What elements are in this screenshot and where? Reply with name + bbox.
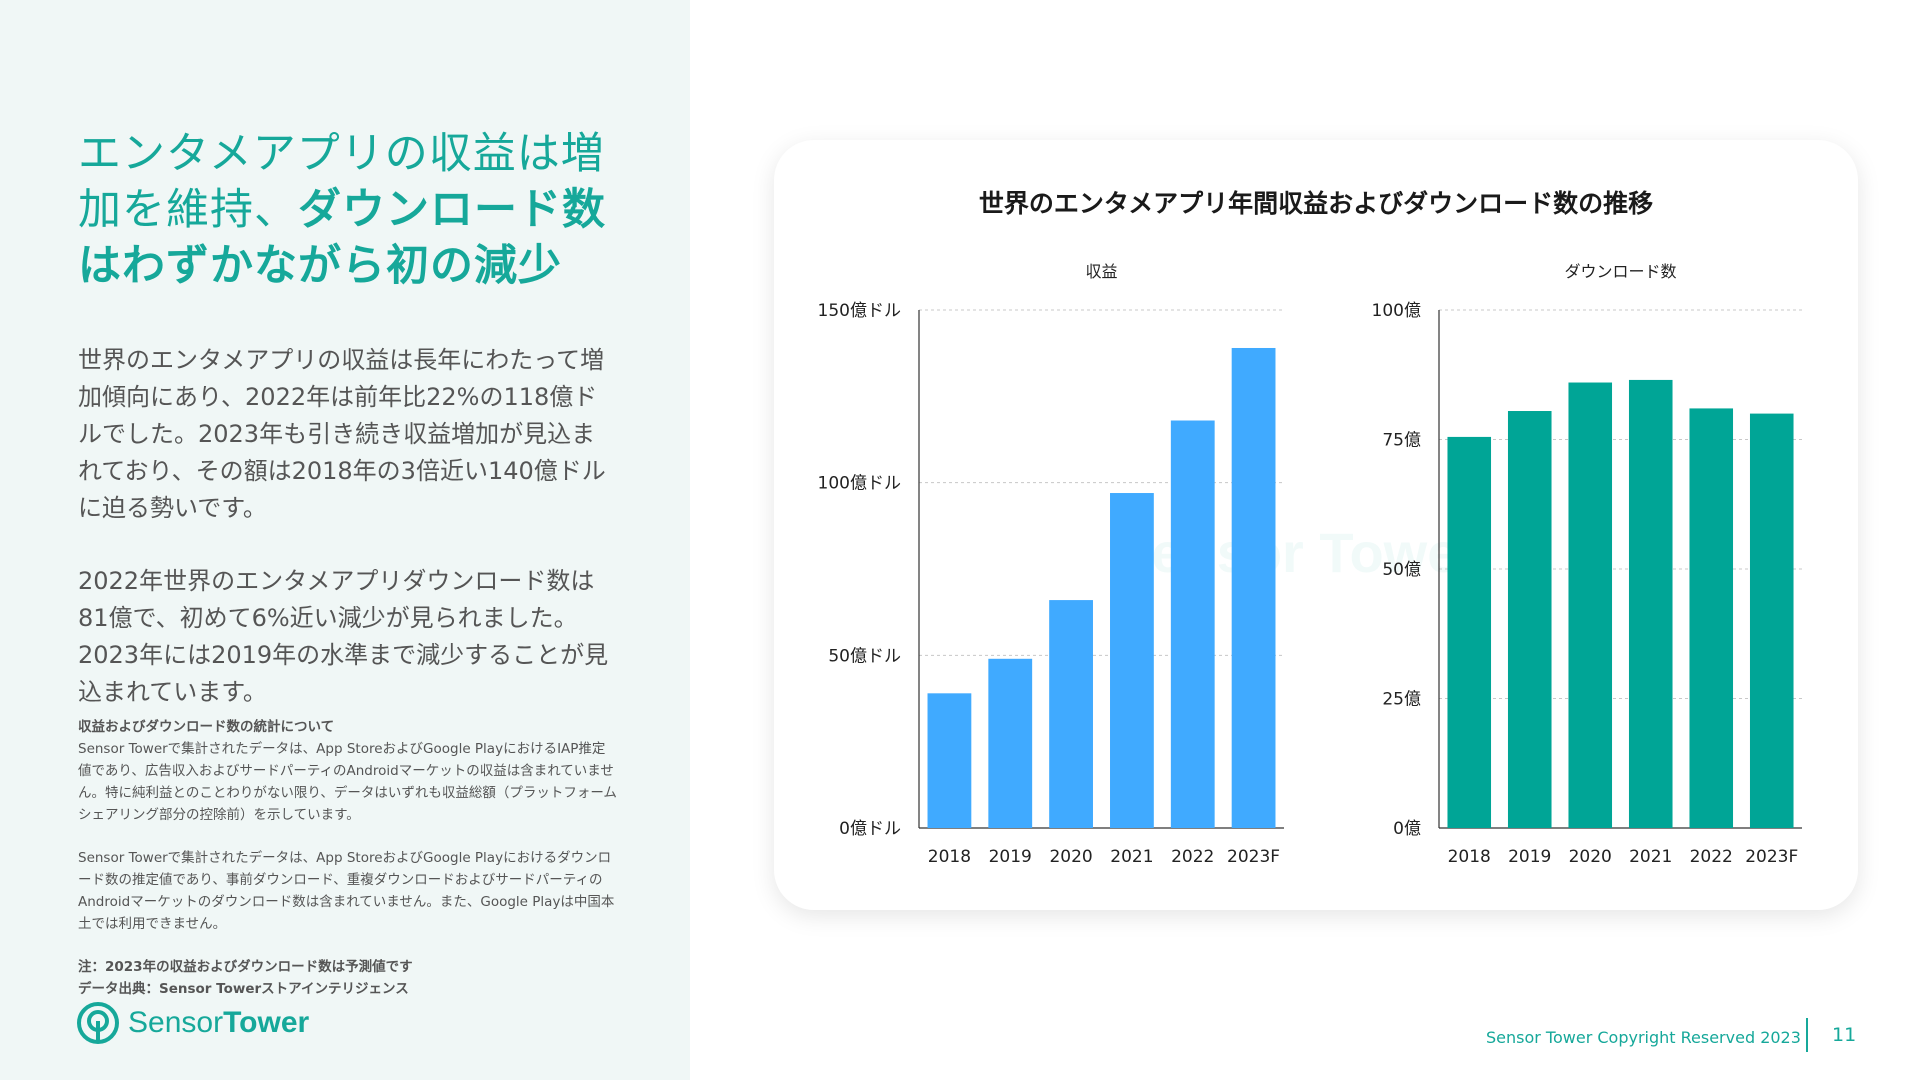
charts-svg: 収益 0億ドル 50億ドル 100億ドル 150億ドル 2018 2019 2020 2021 2…: [818, 262, 1802, 867]
revenue-xtick-label: 2023F: [1227, 847, 1280, 867]
revenue-bar: [1170, 420, 1215, 828]
revenue-chart-subtitle: 収益: [1085, 262, 1117, 281]
downloads-bar: [1568, 382, 1613, 828]
notes-source: データ出典：Sensor Towerストアインテリジェンス: [78, 981, 409, 997]
revenue-bar: [988, 658, 1033, 828]
footer-divider: [1806, 1018, 1808, 1052]
headline-line3: はわずかながら初の減少: [78, 241, 562, 291]
sensor-tower-logo: SensorTower: [76, 998, 309, 1048]
revenue-bar: [927, 693, 972, 828]
downloads-xtick-label: 2021: [1629, 847, 1672, 867]
footer-copyright: Sensor Tower Copyright Reserved 2023: [1486, 1028, 1801, 1047]
headline-line1: エンタメアプリの収益は増: [78, 129, 605, 179]
revenue-bar: [1231, 347, 1276, 828]
sensor-tower-logo-icon: [77, 1002, 119, 1044]
revenue-ytick-label: 0億ドル: [839, 819, 901, 839]
downloads-ytick-label: 50億: [1382, 560, 1421, 580]
downloads-ytick-label: 25億: [1382, 690, 1421, 710]
revenue-ytick-label: 50億ドル: [828, 646, 901, 666]
downloads-xtick-label: 2020: [1569, 847, 1612, 867]
paragraph-revenue: 世界のエンタメアプリの収益は長年にわたって増加傾向にあり、2022年は前年比22…: [78, 346, 606, 522]
downloads-bar: [1447, 436, 1492, 828]
logo-text: SensorTower: [128, 1006, 310, 1039]
downloads-bar: [1628, 379, 1673, 828]
downloads-xtick-label: 2023F: [1745, 847, 1798, 867]
downloads-xtick-label: 2022: [1690, 847, 1733, 867]
paragraph-downloads: 2022年世界のエンタメアプリダウンロード数は81億で、初めて6%近い減少が見ら…: [78, 567, 609, 706]
revenue-xtick-label: 2019: [989, 847, 1032, 867]
revenue-xtick-label: 2020: [1049, 847, 1092, 867]
downloads-xtick-label: 2018: [1448, 847, 1491, 867]
notes-forecast: 注：2023年の収益およびダウンロード数は予測値です: [78, 959, 413, 975]
revenue-ytick-label: 100億ドル: [818, 474, 901, 494]
notes: 収益およびダウンロード数の統計について Sensor Towerで集計されたデー…: [78, 716, 618, 1000]
revenue-bar: [1110, 493, 1154, 828]
revenue-xtick-label: 2022: [1171, 847, 1214, 867]
downloads-bar: [1507, 411, 1552, 828]
headline-line2-normal: 加を維持、: [78, 185, 298, 235]
headline: エンタメアプリの収益は増 加を維持、ダウンロード数 はわずかながら初の減少: [78, 126, 638, 294]
page-number: 11: [1832, 1024, 1857, 1046]
revenue-xtick-label: 2018: [928, 847, 971, 867]
downloads-bar: [1749, 413, 1794, 828]
notes-revenue: Sensor Towerで集計されたデータは、App StoreおよびGoogl…: [78, 741, 617, 823]
headline-line2-bold: ダウンロード数: [298, 185, 606, 235]
downloads-bar: [1689, 408, 1734, 828]
revenue-ytick-label: 150億ドル: [818, 301, 901, 321]
chart-card: Sensor Tower 世界のエンタメアプリ年間収益およびダウンロード数の推移…: [774, 140, 1858, 910]
downloads-chart-subtitle: ダウンロード数: [1564, 262, 1676, 281]
notes-downloads: Sensor Towerで集計されたデータは、App StoreおよびGoogl…: [78, 850, 615, 932]
notes-title: 収益およびダウンロード数の統計について: [78, 719, 335, 735]
revenue-xtick-label: 2021: [1110, 847, 1153, 867]
downloads-ytick-label: 75億: [1382, 431, 1421, 451]
revenue-bar: [1049, 600, 1093, 828]
downloads-xtick-label: 2019: [1508, 847, 1551, 867]
downloads-ytick-label: 100億: [1372, 301, 1421, 321]
downloads-ytick-label: 0億: [1393, 819, 1421, 839]
chart-title: 世界のエンタメアプリ年間収益およびダウンロード数の推移: [978, 189, 1654, 218]
left-panel: [0, 0, 690, 1080]
